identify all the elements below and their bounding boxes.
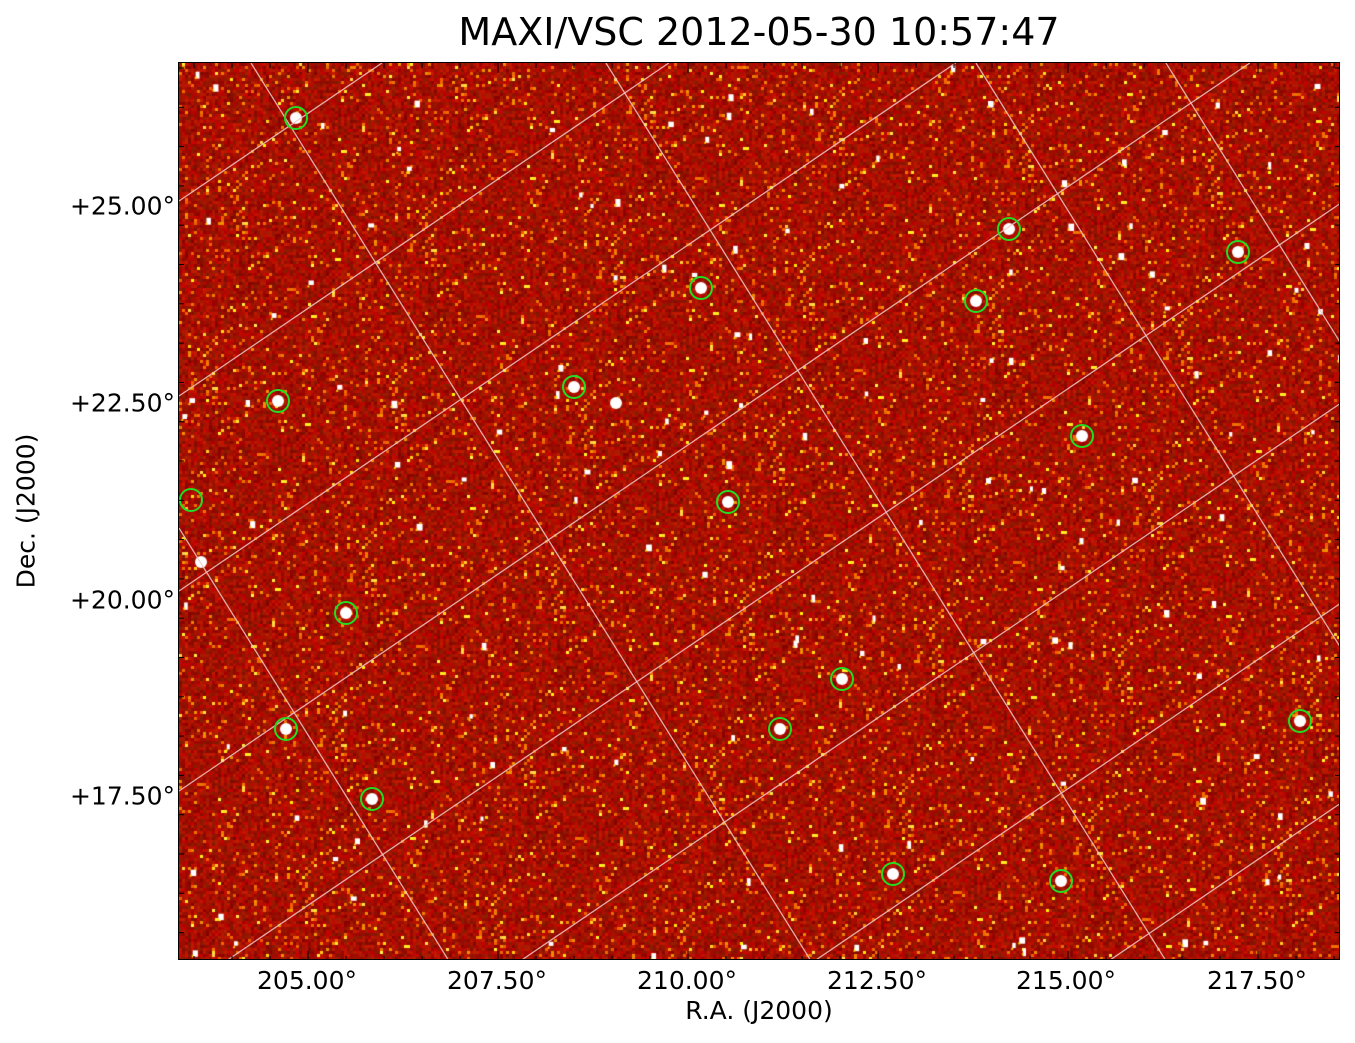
x-tick-label: 212.50° (827, 966, 927, 995)
grid-line (816, 603, 1339, 959)
coordinate-grid-overlay (179, 63, 1339, 959)
x-axis-label: R.A. (J2000) (685, 996, 833, 1025)
y-tick-label: +17.50° (69, 781, 175, 811)
plot-title: MAXI/VSC 2012-05-30 10:57:47 (458, 10, 1060, 54)
x-tick-label: 215.00° (1016, 966, 1116, 995)
source-marker (360, 787, 384, 811)
y-tick-label: +20.00° (69, 585, 175, 615)
grid-line (1110, 803, 1339, 959)
source-marker (562, 375, 586, 399)
grid-line (179, 527, 449, 959)
x-tick-label: 205.00° (257, 966, 357, 995)
grid-line (1165, 63, 1339, 342)
source-marker (1049, 869, 1073, 893)
source-marker (689, 276, 713, 300)
grid-line (179, 63, 383, 202)
source-marker (830, 667, 854, 691)
source-marker (964, 289, 988, 313)
y-tick-label: +25.00° (69, 191, 175, 221)
grid-line (605, 63, 1166, 959)
source-marker (1288, 709, 1312, 733)
y-axis-label: Dec. (J2000) (11, 433, 41, 589)
source-marker (716, 490, 740, 514)
source-marker (881, 862, 905, 886)
y-tick-label: +22.50° (69, 388, 175, 418)
grid-line (179, 63, 670, 397)
x-tick-label: 207.50° (447, 966, 547, 995)
grid-line (227, 203, 1339, 959)
grid-line (250, 63, 811, 959)
source-marker (1226, 240, 1250, 264)
x-tick-label: 210.00° (637, 966, 737, 995)
grid-line (179, 63, 1251, 792)
source-marker (274, 717, 298, 741)
source-marker (768, 717, 792, 741)
grid-line (179, 63, 956, 592)
source-marker (284, 106, 308, 130)
grid-line (522, 403, 1339, 959)
grid-line (975, 63, 1339, 647)
sky-image (178, 62, 1340, 960)
x-tick-label: 217.50° (1207, 966, 1307, 995)
source-marker (334, 601, 358, 625)
source-marker (1070, 424, 1094, 448)
source-marker (997, 217, 1021, 241)
source-marker (266, 389, 290, 413)
